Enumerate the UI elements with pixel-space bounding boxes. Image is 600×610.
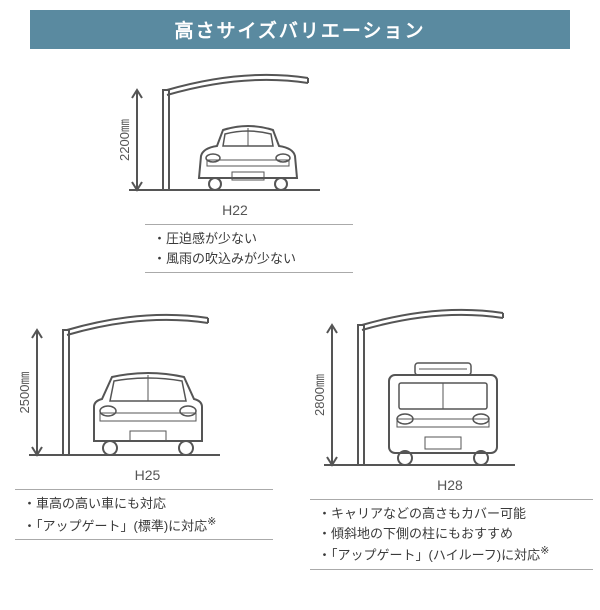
variant-panel-h22: 2200㎜ H22 ・圧迫感が少ない・風雨の吹込みが少ない <box>115 55 355 273</box>
height-label: 2200㎜ <box>117 119 132 161</box>
bullet: ・傾斜地の下側の柱にもおすすめ <box>318 524 587 544</box>
bullet: ・「アップゲート」(ハイルーフ)に対応※ <box>318 543 587 565</box>
bullet: ・車高の高い車にも対応 <box>23 494 267 514</box>
description: ・キャリアなどの高さもカバー可能・傾斜地の下側の柱にもおすすめ・「アップゲート」… <box>310 499 593 570</box>
model-label: H25 <box>15 467 280 483</box>
height-label: 2500㎜ <box>17 372 32 414</box>
carport-figure-h22: 2200㎜ <box>115 55 325 200</box>
bullet: ・風雨の吹込みが少ない <box>153 249 347 269</box>
bullet: ・キャリアなどの高さもカバー可能 <box>318 504 587 524</box>
carport-figure-h28: 2800㎜ <box>310 300 520 475</box>
variant-panel-h25: 2500㎜ H25 ・車高の高い車にも対応・「アップゲート」(標準)に対応※ <box>15 300 280 540</box>
bullet: ・圧迫感が少ない <box>153 229 347 249</box>
carport-figure-h25: 2500㎜ <box>15 300 225 465</box>
bullet: ・「アップゲート」(標準)に対応※ <box>23 514 267 536</box>
description: ・車高の高い車にも対応・「アップゲート」(標準)に対応※ <box>15 489 273 540</box>
description: ・圧迫感が少ない・風雨の吹込みが少ない <box>145 224 353 273</box>
model-label: H28 <box>310 477 590 493</box>
model-label: H22 <box>115 202 355 218</box>
height-label: 2800㎜ <box>312 374 327 416</box>
variant-panel-h28: 2800㎜ H28 ・キャリアなどの高さもカバー可能・傾斜地の下側 <box>310 300 590 570</box>
page-title: 高さサイズバリエーション <box>30 10 570 49</box>
